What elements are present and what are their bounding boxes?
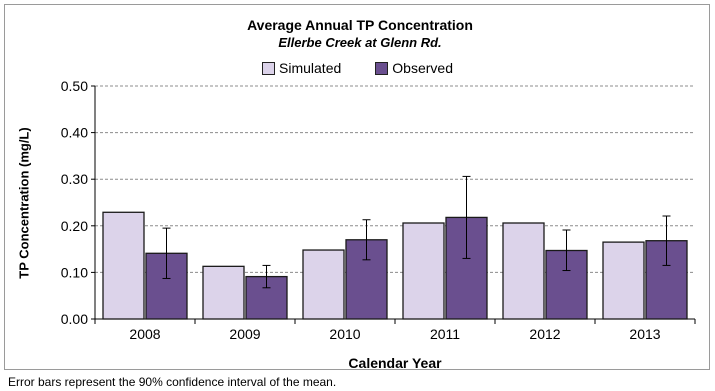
y-tick-label: 0.00 bbox=[61, 311, 88, 327]
legend-swatch-simulated bbox=[262, 61, 276, 75]
chart-subtitle: Ellerbe Creek at Glenn Rd. bbox=[278, 35, 442, 50]
legend-swatch-observed bbox=[375, 61, 389, 75]
x-tick-label: 2009 bbox=[229, 326, 260, 342]
x-axis-label: Calendar Year bbox=[348, 355, 442, 371]
legend: Simulated Observed bbox=[0, 60, 715, 76]
y-tick-label: 0.50 bbox=[61, 78, 88, 94]
bar-simulated-2013 bbox=[602, 241, 645, 320]
footnote: Error bars represent the 90% confidence … bbox=[8, 375, 337, 389]
x-tick-label: 2011 bbox=[430, 326, 460, 342]
legend-label-simulated: Simulated bbox=[279, 60, 342, 76]
bar-simulated-2009 bbox=[202, 265, 245, 320]
x-tick-label: 2010 bbox=[329, 326, 360, 342]
y-tick-label: 0.40 bbox=[61, 125, 88, 141]
bar-simulated-2008 bbox=[102, 211, 145, 320]
bar-observed-2009 bbox=[245, 275, 288, 320]
legend-item-simulated: Simulated bbox=[262, 60, 341, 76]
legend-label-observed: Observed bbox=[392, 60, 453, 76]
chart-title: Average Annual TP Concentration bbox=[247, 17, 473, 33]
x-tick-label: 2008 bbox=[129, 326, 160, 342]
x-tick-label: 2013 bbox=[629, 326, 660, 342]
chart-frame bbox=[4, 4, 710, 370]
bar-simulated-2010 bbox=[302, 249, 345, 320]
x-tick-label: 2012 bbox=[529, 326, 560, 342]
bar-observed-2011 bbox=[445, 216, 488, 320]
y-tick-label: 0.20 bbox=[61, 218, 88, 234]
y-tick-label: 0.10 bbox=[61, 264, 88, 280]
bar-simulated-2012 bbox=[502, 222, 545, 320]
bar-simulated-2011 bbox=[402, 222, 445, 320]
y-tick-label: 0.30 bbox=[61, 171, 88, 187]
legend-item-observed: Observed bbox=[375, 60, 453, 76]
